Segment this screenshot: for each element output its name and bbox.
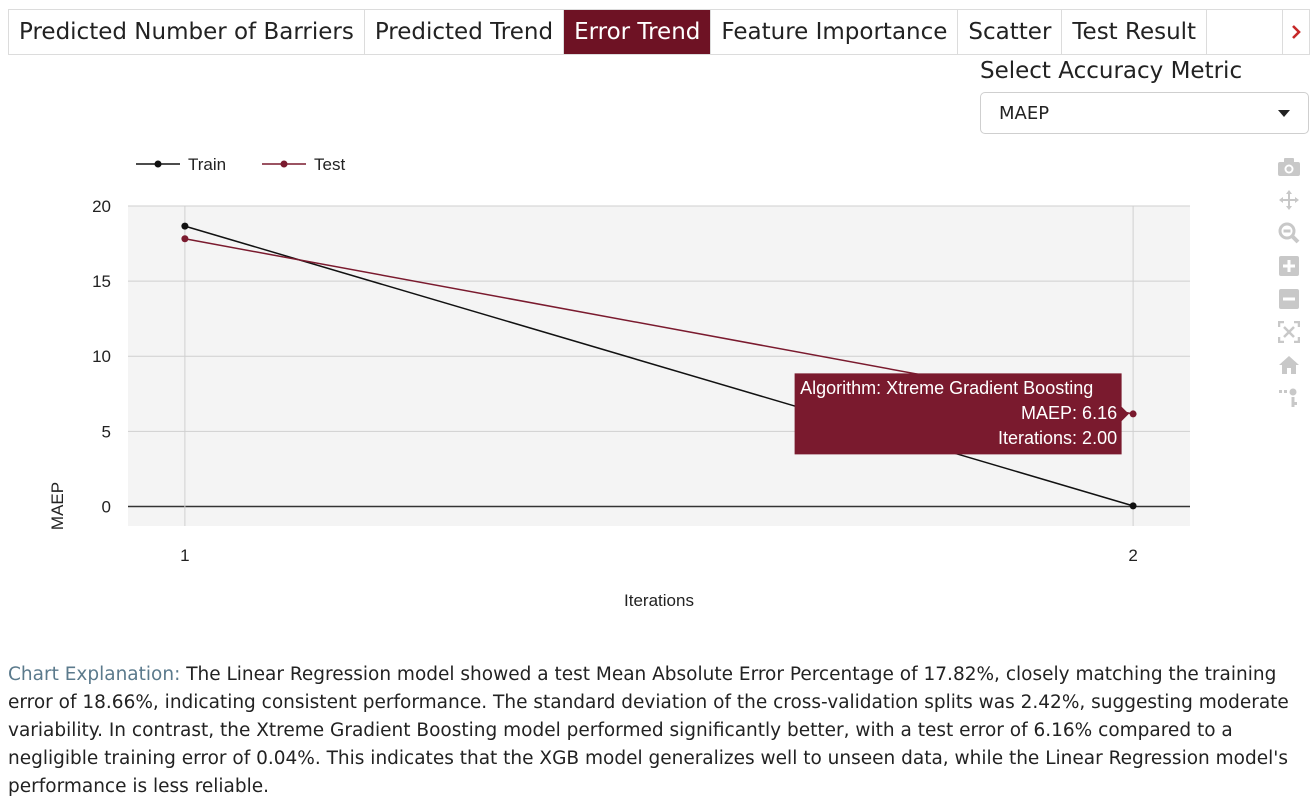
data-point-test (181, 235, 189, 243)
tooltip-line: Algorithm: Xtreme Gradient Boosting (800, 378, 1093, 398)
data-point-train (1129, 502, 1137, 510)
tooltip-box (794, 373, 1129, 455)
home-icon[interactable] (1276, 348, 1302, 381)
legend: Train Test (136, 155, 345, 174)
chart-explanation-label: Chart Explanation: (8, 664, 181, 685)
data-point-train (181, 222, 189, 230)
y-tick-label: 0 (102, 497, 111, 516)
y-tick-label: 20 (92, 197, 111, 216)
metric-select-dropdown[interactable]: MAEP (980, 92, 1309, 134)
chevron-down-icon (1278, 110, 1290, 117)
zoom-in-icon[interactable] (1276, 249, 1302, 282)
metric-select-value: MAEP (999, 103, 1050, 124)
hover-tooltip: Algorithm: Xtreme Gradient Boosting MAEP:… (794, 373, 1129, 455)
camera-icon[interactable] (1276, 150, 1302, 183)
legend-label-test: Test (314, 155, 345, 174)
x-tick-label: 1 (180, 546, 189, 565)
metric-selector-label: Select Accuracy Metric (980, 58, 1243, 84)
legend-marker-train (154, 160, 162, 168)
tab-bar: Predicted Number of Barriers Predicted T… (8, 9, 1310, 55)
chart-explanation-text: The Linear Regression model showed a tes… (8, 664, 1289, 797)
chart-explanation: Chart Explanation: The Linear Regression… (8, 661, 1308, 801)
y-tick-label: 5 (102, 422, 111, 441)
legend-marker-test (280, 160, 288, 168)
tooltip-line: MAEP: 6.16 (1021, 403, 1117, 423)
y-tick-label: 10 (92, 347, 111, 366)
tab-feature-importance[interactable]: Feature Importance (711, 10, 959, 54)
x-axis-label: Iterations (624, 591, 694, 610)
tooltip-line: Iterations: 2.00 (998, 428, 1117, 448)
chart-modebar (1276, 150, 1302, 414)
legend-label-train: Train (188, 155, 226, 174)
tab-scroll-right-button[interactable] (1282, 10, 1309, 54)
autoscale-icon[interactable] (1276, 315, 1302, 348)
tab-predicted-number-of-barriers[interactable]: Predicted Number of Barriers (9, 10, 365, 54)
y-axis-ticks: 0 5 10 15 20 (92, 197, 111, 516)
tab-predicted-trend[interactable]: Predicted Trend (365, 10, 565, 54)
tab-scatter[interactable]: Scatter (958, 10, 1063, 54)
zoom-icon[interactable] (1276, 216, 1302, 249)
data-point-test (1129, 410, 1137, 418)
y-axis-label: MAEP (48, 482, 67, 530)
y-tick-label: 15 (92, 272, 111, 291)
pan-icon[interactable] (1276, 183, 1302, 216)
hover-icon[interactable] (1276, 381, 1302, 414)
zoom-out-icon[interactable] (1276, 282, 1302, 315)
tab-error-trend[interactable]: Error Trend (564, 10, 712, 54)
tab-test-result[interactable]: Test Result (1062, 10, 1208, 54)
x-tick-label: 2 (1128, 546, 1137, 565)
series-line-train (184, 225, 1134, 507)
chevron-right-icon (1292, 25, 1301, 39)
